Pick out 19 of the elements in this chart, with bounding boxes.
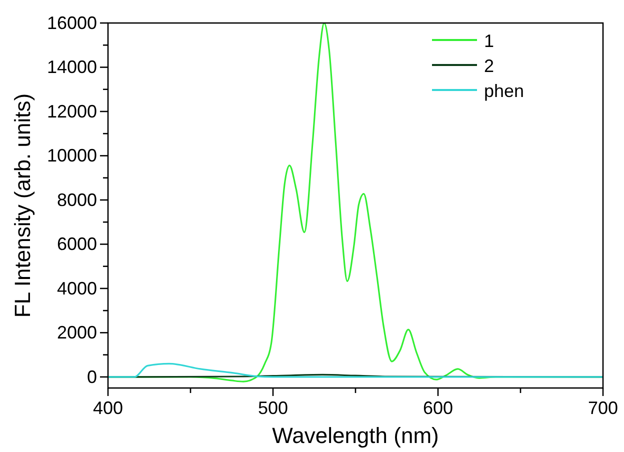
x-axis-title: Wavelength (nm) [272, 423, 439, 448]
x-tick-label: 500 [258, 398, 288, 418]
legend-label: phen [484, 81, 524, 101]
legend-label: 2 [484, 56, 494, 76]
line-series [108, 362, 603, 378]
x-tick-label: 400 [92, 398, 124, 418]
y-tick-label: 6000 [56, 234, 97, 254]
x-tick-label: 600 [422, 398, 454, 418]
y-tick-label: 16000 [46, 13, 97, 33]
y-tick-label: 2000 [56, 322, 97, 343]
y-tick-label: 4000 [56, 278, 97, 298]
y-tick-label: 0 [86, 366, 97, 387]
y-tick-label: 12000 [46, 101, 97, 122]
legend-label: 1 [484, 31, 494, 51]
y-tick-label: 14000 [46, 57, 97, 78]
y-tick-label: 8000 [56, 190, 97, 210]
y-axis-title: FL Intensity (arb. units) [10, 93, 35, 318]
x-tick-label: 700 [588, 398, 618, 418]
y-tick-label: 10000 [46, 146, 97, 166]
